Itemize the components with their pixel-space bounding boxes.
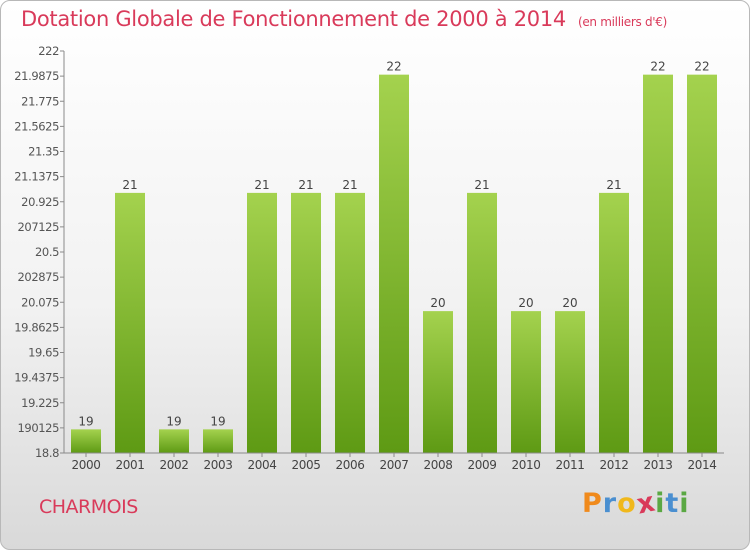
bar-value-label: 22 bbox=[694, 60, 709, 74]
x-tick-label: 2005 bbox=[292, 458, 321, 472]
bar-2003 bbox=[203, 429, 233, 453]
x-tick-label: 2009 bbox=[468, 458, 497, 472]
x-tick-label: 2003 bbox=[204, 458, 233, 472]
y-tick-label: 190125 bbox=[18, 421, 60, 435]
x-tick-label: 2002 bbox=[160, 458, 189, 472]
bar-value-label: 20 bbox=[518, 296, 533, 310]
x-tick-label: 2012 bbox=[600, 458, 629, 472]
logo-letter: r bbox=[602, 488, 618, 519]
y-tick-label: 202875 bbox=[18, 270, 60, 284]
y-tick-label: 21.35 bbox=[28, 145, 59, 159]
chart-title: Dotation Globale de Fonctionnement de 20… bbox=[21, 7, 667, 31]
y-axis: 18.8 190125 19.225 19.4375 19.65 19.8625 20.07… bbox=[14, 44, 65, 460]
bar-2008 bbox=[423, 311, 453, 453]
y-tick-label: 19.225 bbox=[21, 396, 59, 410]
y-tick-label: 20.925 bbox=[21, 195, 59, 209]
bar-value-label: 21 bbox=[474, 178, 489, 192]
bar-value-label: 21 bbox=[122, 178, 137, 192]
bar-2000 bbox=[71, 429, 101, 453]
bar-value-label: 21 bbox=[298, 178, 313, 192]
y-tick-label: 207125 bbox=[18, 220, 60, 234]
logo-letter: t bbox=[665, 488, 680, 519]
bar-2006 bbox=[335, 192, 365, 453]
y-tick-label: 21.1375 bbox=[14, 170, 59, 184]
logo-letter: o bbox=[617, 488, 637, 519]
bar-value-label: 19 bbox=[210, 414, 225, 428]
bar-2005 bbox=[291, 192, 321, 453]
y-tick-label: 222 bbox=[38, 44, 59, 58]
x-tick-label: 2011 bbox=[556, 458, 585, 472]
bar-value-label: 20 bbox=[562, 296, 577, 310]
x-tick-label: 2008 bbox=[424, 458, 453, 472]
x-tick-label: 2001 bbox=[116, 458, 145, 472]
logo-letter: P bbox=[582, 488, 603, 519]
y-tick-label: 20.5 bbox=[35, 245, 59, 259]
bar-2009 bbox=[467, 192, 497, 453]
bar-value-label: 21 bbox=[342, 178, 357, 192]
bar-2011 bbox=[555, 311, 585, 453]
y-tick-label: 21.9875 bbox=[14, 69, 59, 83]
y-tick-label: 20.075 bbox=[21, 295, 59, 309]
bar-2014 bbox=[687, 74, 717, 453]
y-tick-label: 21.5625 bbox=[14, 119, 59, 133]
y-tick-label: 19.65 bbox=[28, 346, 59, 360]
commune-name: CHARMOIS bbox=[39, 496, 138, 518]
bar-2002 bbox=[159, 429, 189, 453]
bar-value-label: 22 bbox=[650, 60, 665, 74]
bar-value-label: 21 bbox=[606, 178, 621, 192]
y-tick-label: 19.8625 bbox=[14, 320, 59, 334]
bar-2001 bbox=[115, 192, 145, 453]
x-tick-label: 2007 bbox=[380, 458, 409, 472]
bars: 19 21 19 19 21 21 21 22 20 21 20 20 21 22 22 bbox=[71, 60, 717, 453]
chart-subtitle: (en milliers d'€) bbox=[577, 15, 667, 29]
bar-value-label: 20 bbox=[430, 296, 445, 310]
x-tick-label: 2000 bbox=[72, 458, 101, 472]
bar-value-label: 22 bbox=[386, 60, 401, 74]
bar-value-label: 19 bbox=[78, 414, 93, 428]
logo-letter: i bbox=[655, 488, 666, 519]
bar-value-label: 21 bbox=[254, 178, 269, 192]
chart-title-text: Dotation Globale de Fonctionnement de 20… bbox=[21, 7, 566, 31]
x-tick-label: 2013 bbox=[644, 458, 673, 472]
bar-2007 bbox=[379, 74, 409, 453]
x-tick-label: 2006 bbox=[336, 458, 365, 472]
bar-value-label: 19 bbox=[166, 414, 181, 428]
proxiti-logo: Proxiti bbox=[582, 486, 690, 520]
y-tick-label: 18.8 bbox=[35, 446, 59, 460]
bar-2012 bbox=[599, 192, 629, 453]
y-tick-label: 21.775 bbox=[21, 94, 59, 108]
x-axis: 2000 2001 2002 2003 2004 2005 2006 2007 2008 2009… bbox=[64, 452, 724, 472]
x-tick-label: 2014 bbox=[688, 458, 717, 472]
bar-2013 bbox=[643, 74, 673, 453]
bar-2010 bbox=[511, 311, 541, 453]
x-tick-label: 2004 bbox=[248, 458, 277, 472]
logo-letter: i bbox=[679, 488, 690, 519]
y-tick-label: 19.4375 bbox=[14, 371, 59, 385]
x-tick-label: 2010 bbox=[512, 458, 541, 472]
bar-2004 bbox=[247, 192, 277, 453]
